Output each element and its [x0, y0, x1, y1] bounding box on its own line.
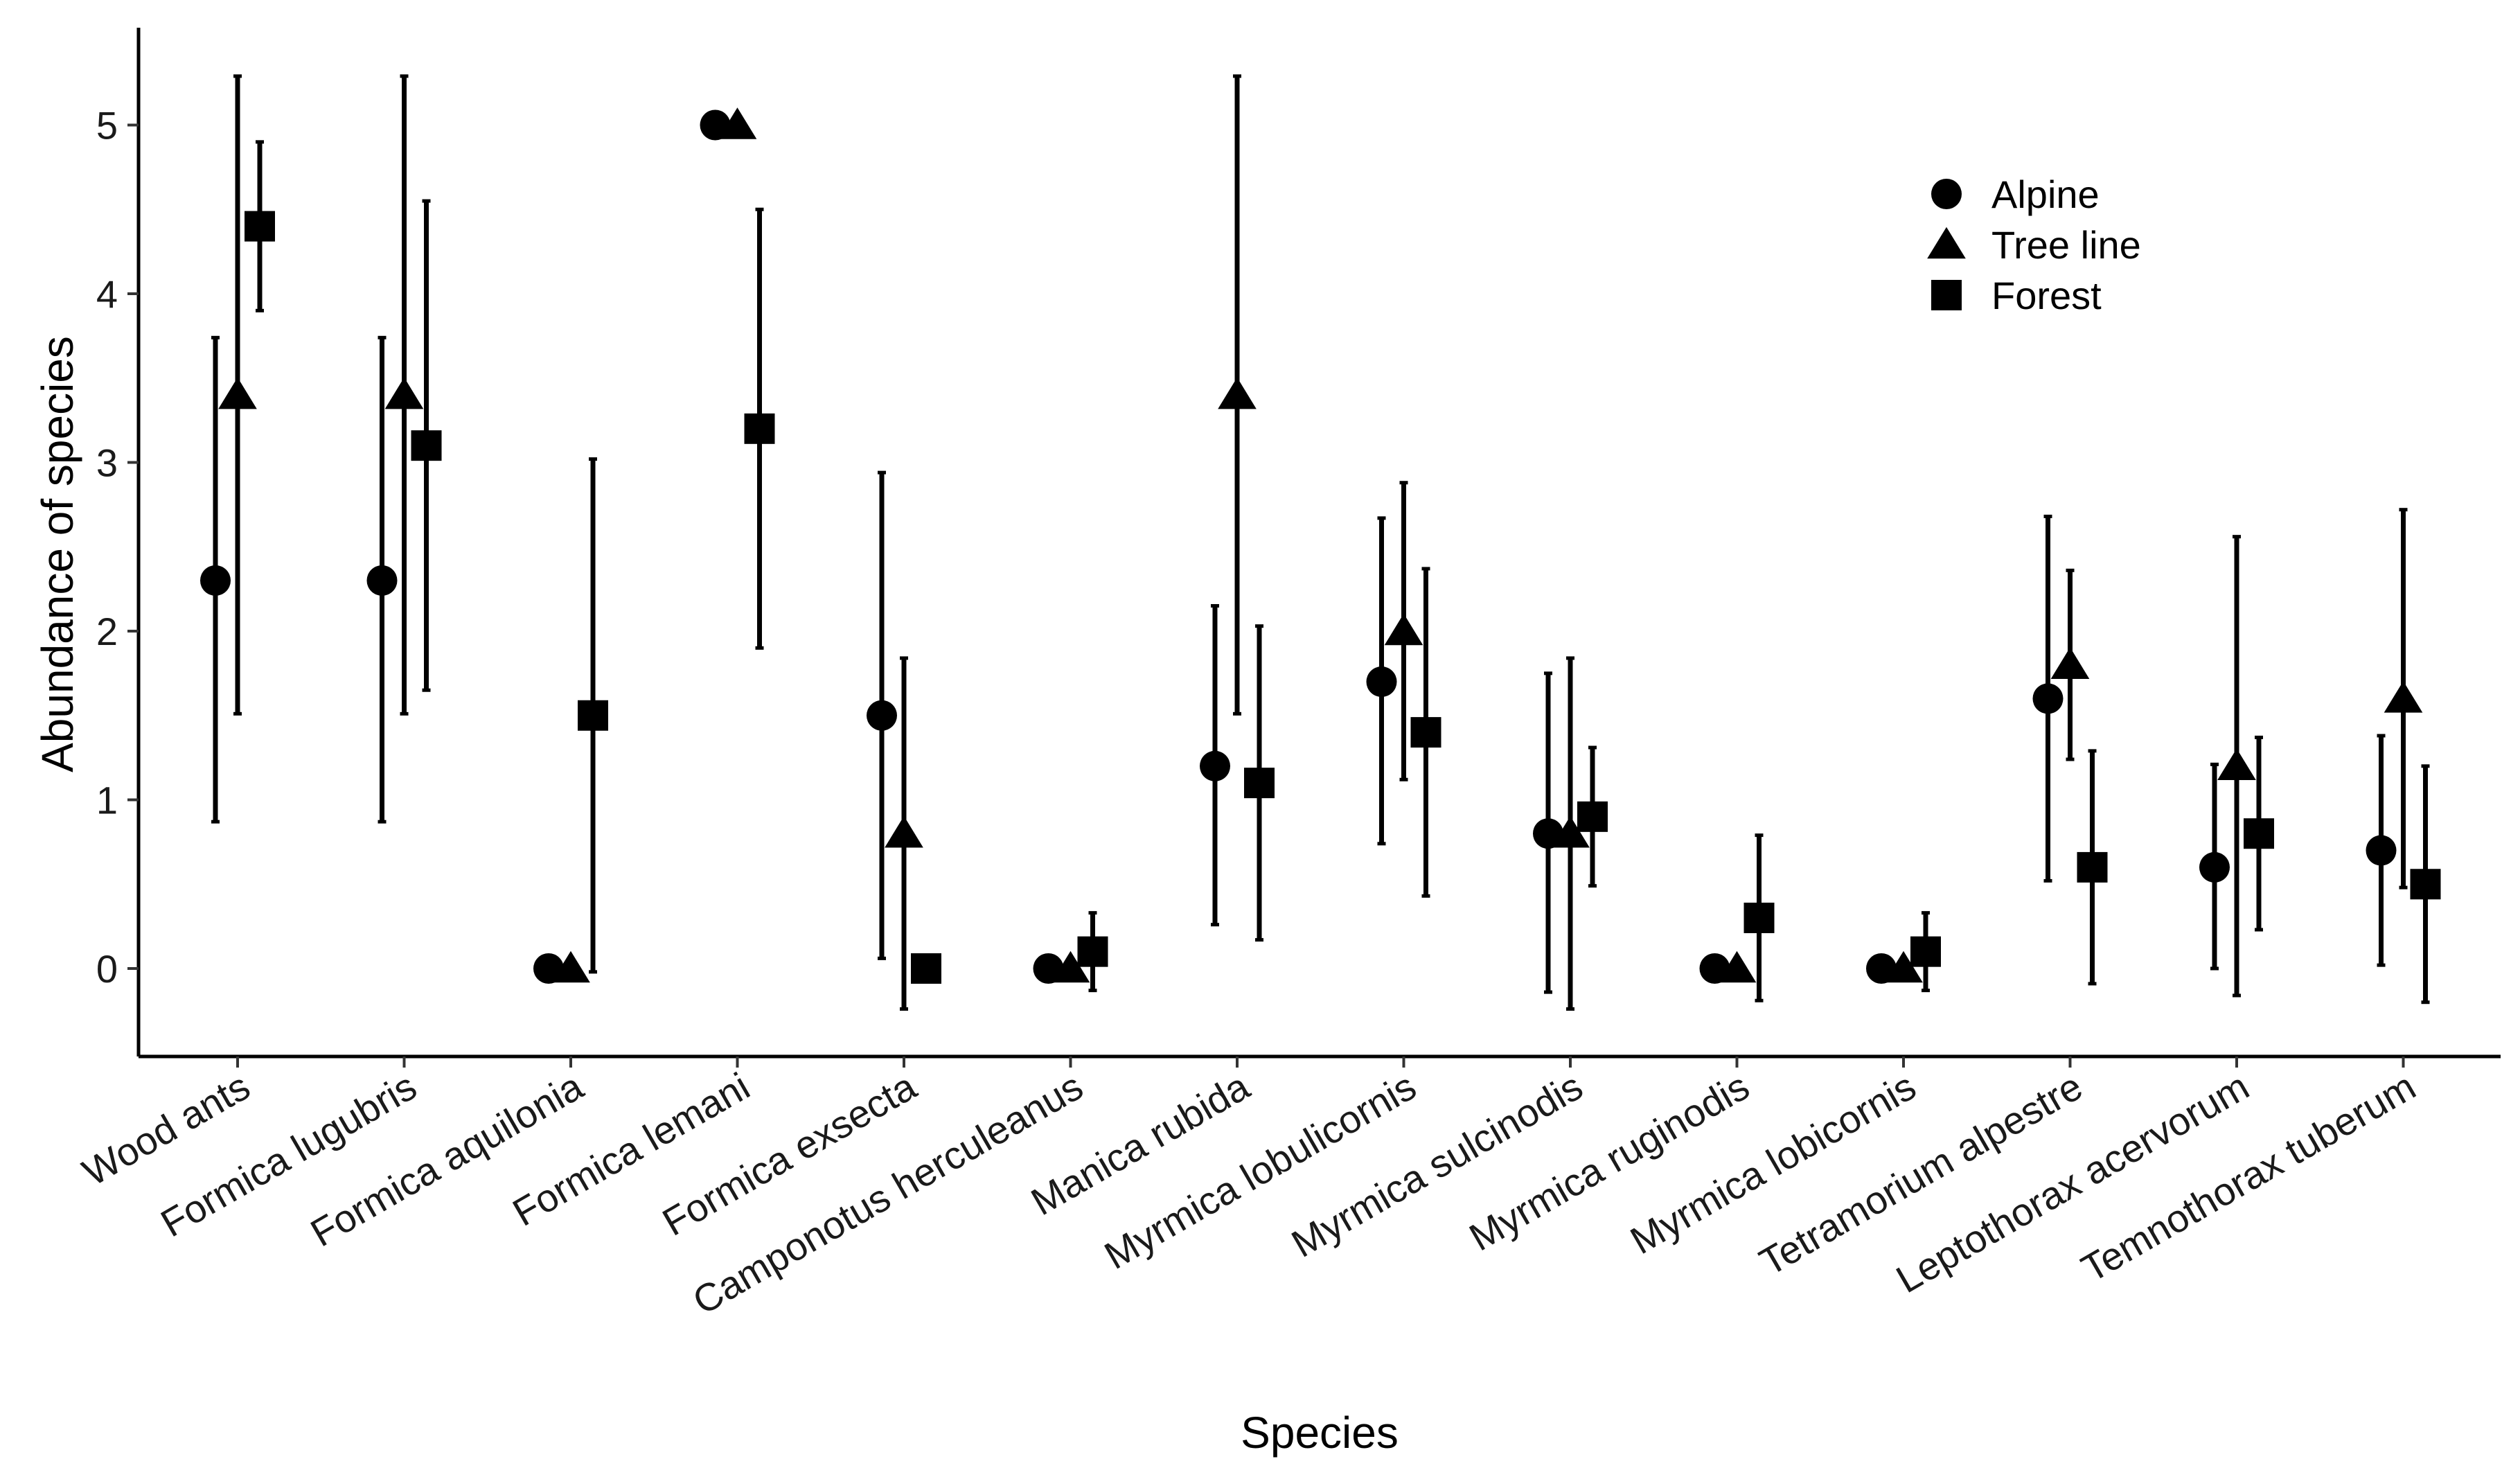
data-point	[1410, 717, 1441, 748]
data-point	[1577, 801, 1608, 832]
data-point	[366, 565, 398, 596]
y-tick-label: 2	[96, 610, 118, 653]
x-tick-label: Myrmica ruginodis	[1462, 1064, 1757, 1259]
y-tick-label: 4	[96, 272, 118, 316]
legend-label: Alpine	[1991, 173, 2100, 216]
data-point	[867, 700, 897, 731]
y-tick-label: 3	[96, 441, 118, 485]
data-point	[718, 107, 757, 139]
data-point	[2217, 748, 2256, 781]
y-tick-label: 5	[96, 104, 118, 148]
y-axis-title: Abundance of species	[33, 336, 82, 772]
data-point	[2244, 818, 2274, 849]
data-point	[200, 565, 231, 596]
legend-triangle-icon	[1927, 227, 1966, 259]
data-point	[2410, 869, 2441, 900]
legend-circle-icon	[1931, 179, 1962, 209]
data-point	[1743, 902, 1775, 933]
legend-square-icon	[1931, 280, 1962, 310]
data-point	[578, 700, 608, 731]
legend: Alpine Tree line Forest	[1927, 173, 2141, 317]
x-tick-label: Formica aquilonia	[303, 1063, 591, 1255]
data-point	[1910, 936, 1941, 967]
data-point	[2366, 835, 2397, 866]
data-point	[1051, 950, 1090, 983]
x-tick-label: Myrmica sulcinodis	[1284, 1064, 1590, 1266]
data-point	[885, 815, 923, 848]
data-point	[2050, 647, 2090, 679]
data-point	[2384, 681, 2423, 713]
data-point	[218, 377, 257, 409]
y-tick-label: 0	[96, 947, 118, 991]
data-point	[1077, 936, 1108, 967]
data-point	[2032, 683, 2064, 714]
data-point	[1884, 950, 1923, 983]
data-point	[1717, 950, 1757, 983]
data-point	[1551, 815, 1590, 848]
data-point	[245, 211, 275, 242]
data-point	[911, 953, 941, 984]
legend-label: Forest	[1991, 274, 2102, 317]
data-point	[551, 950, 590, 983]
data-point	[1366, 666, 1397, 698]
data-point	[411, 430, 442, 461]
x-axis-title: Species	[1241, 1408, 1399, 1458]
data-point	[1244, 768, 1275, 799]
data-point	[2199, 851, 2230, 883]
legend-label: Tree line	[1991, 223, 2141, 267]
data-point	[2077, 851, 2108, 883]
data-point	[1218, 377, 1257, 409]
data-point	[1200, 750, 1230, 781]
x-tick-label: Myrmica lobicornis	[1623, 1064, 1923, 1262]
series-forest	[245, 140, 2441, 1005]
series-tree-line	[218, 74, 2423, 1011]
data-point	[384, 377, 424, 409]
y-tick-label: 1	[96, 779, 118, 822]
x-tick-label: Myrmica lobulicornis	[1097, 1064, 1423, 1277]
data-point	[1384, 613, 1423, 646]
data-point	[744, 413, 775, 444]
